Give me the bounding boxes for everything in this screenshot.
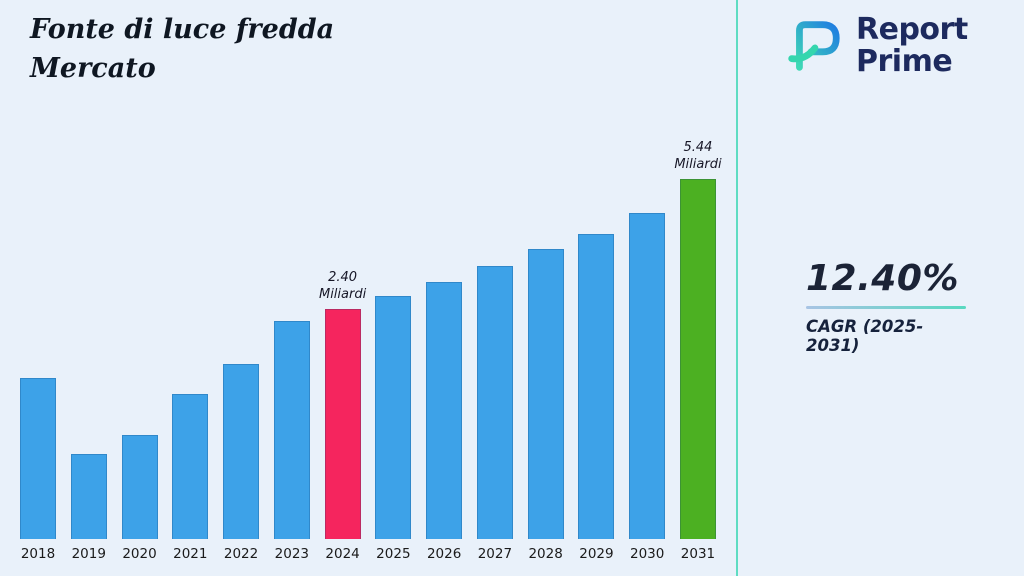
bar-column-2027: 2027 xyxy=(475,266,515,562)
bar-2029 xyxy=(578,234,615,539)
axis-label-2023: 2023 xyxy=(274,546,309,562)
cagr-underline xyxy=(806,306,966,309)
axis-label-2031: 2031 xyxy=(680,546,716,562)
bar-2025 xyxy=(375,296,412,539)
bar-column-2021: 2021 xyxy=(170,394,210,562)
bar-2019 xyxy=(70,454,107,539)
cagr-block: 12.40% CAGR (2025-2031) xyxy=(806,258,968,355)
bar-column-2029: 2029 xyxy=(576,234,616,562)
report-prime-logo: Report Prime xyxy=(782,14,968,77)
bar-column-2023: 2023 xyxy=(272,321,312,562)
bar-column-2018: 2018 xyxy=(18,378,58,562)
bar-2022 xyxy=(223,364,260,539)
axis-label-2026: 2026 xyxy=(426,546,462,562)
axis-label-2025: 2025 xyxy=(376,546,411,562)
brand-name-line1: Report xyxy=(856,12,968,47)
bar-value-label-2031: 5.44 Miliardi xyxy=(674,140,722,173)
axis-label-2027: 2027 xyxy=(477,546,513,562)
page-title-line1: Fonte di luce fredda xyxy=(30,14,335,45)
axis-label-2022: 2022 xyxy=(223,546,259,562)
bar-2026 xyxy=(426,282,463,539)
axis-label-2020: 2020 xyxy=(122,546,157,562)
bar-column-2022: 2022 xyxy=(221,364,261,562)
axis-label-2018: 2018 xyxy=(20,546,56,562)
brand-name: Report Prime xyxy=(856,14,968,77)
bar-value-label-2024: 2.40 Miliardi xyxy=(318,270,367,303)
bar-column-2019: 2019 xyxy=(69,454,109,562)
bar-2028 xyxy=(527,249,564,539)
bar-column-2028: 2028 xyxy=(526,249,566,562)
bar-2018 xyxy=(20,378,56,539)
bar-2023 xyxy=(273,321,310,539)
report-prime-logo-icon xyxy=(788,20,840,71)
bar-column-2031: 5.44 Miliardi 2031 xyxy=(674,140,721,562)
bar-chart: 2018 2019 2020 2021 2022 2023 2.40 Miliardi 2024… xyxy=(18,140,722,562)
bar-column-2020: 2020 xyxy=(120,435,160,562)
bar-column-2026: 2026 xyxy=(424,282,464,562)
page-title-line2: Mercato xyxy=(30,53,156,85)
page-title: Fonte di luce fredda Mercato xyxy=(30,10,334,88)
cagr-value: 12.40% xyxy=(806,258,959,299)
axis-label-2029: 2029 xyxy=(579,546,614,562)
axis-label-2021: 2021 xyxy=(173,546,208,562)
bar-2030 xyxy=(629,213,666,539)
bar-column-2030: 2030 xyxy=(627,213,667,562)
bar-2024 xyxy=(324,309,361,539)
panel-divider xyxy=(736,0,738,576)
bar-column-2024: 2.40 Miliardi 2024 xyxy=(319,270,366,562)
bar-2020 xyxy=(121,435,158,539)
brand-name-line2: Prime xyxy=(856,43,953,79)
bar-column-2025: 2025 xyxy=(373,296,413,562)
axis-label-2019: 2019 xyxy=(71,546,106,562)
bar-2031 xyxy=(679,179,716,539)
axis-label-2028: 2028 xyxy=(528,546,563,562)
cagr-label: CAGR (2025-2031) xyxy=(806,317,924,355)
axis-label-2030: 2030 xyxy=(630,546,665,562)
bar-2027 xyxy=(476,266,513,539)
axis-label-2024: 2024 xyxy=(325,546,360,562)
bar-2021 xyxy=(172,394,209,539)
